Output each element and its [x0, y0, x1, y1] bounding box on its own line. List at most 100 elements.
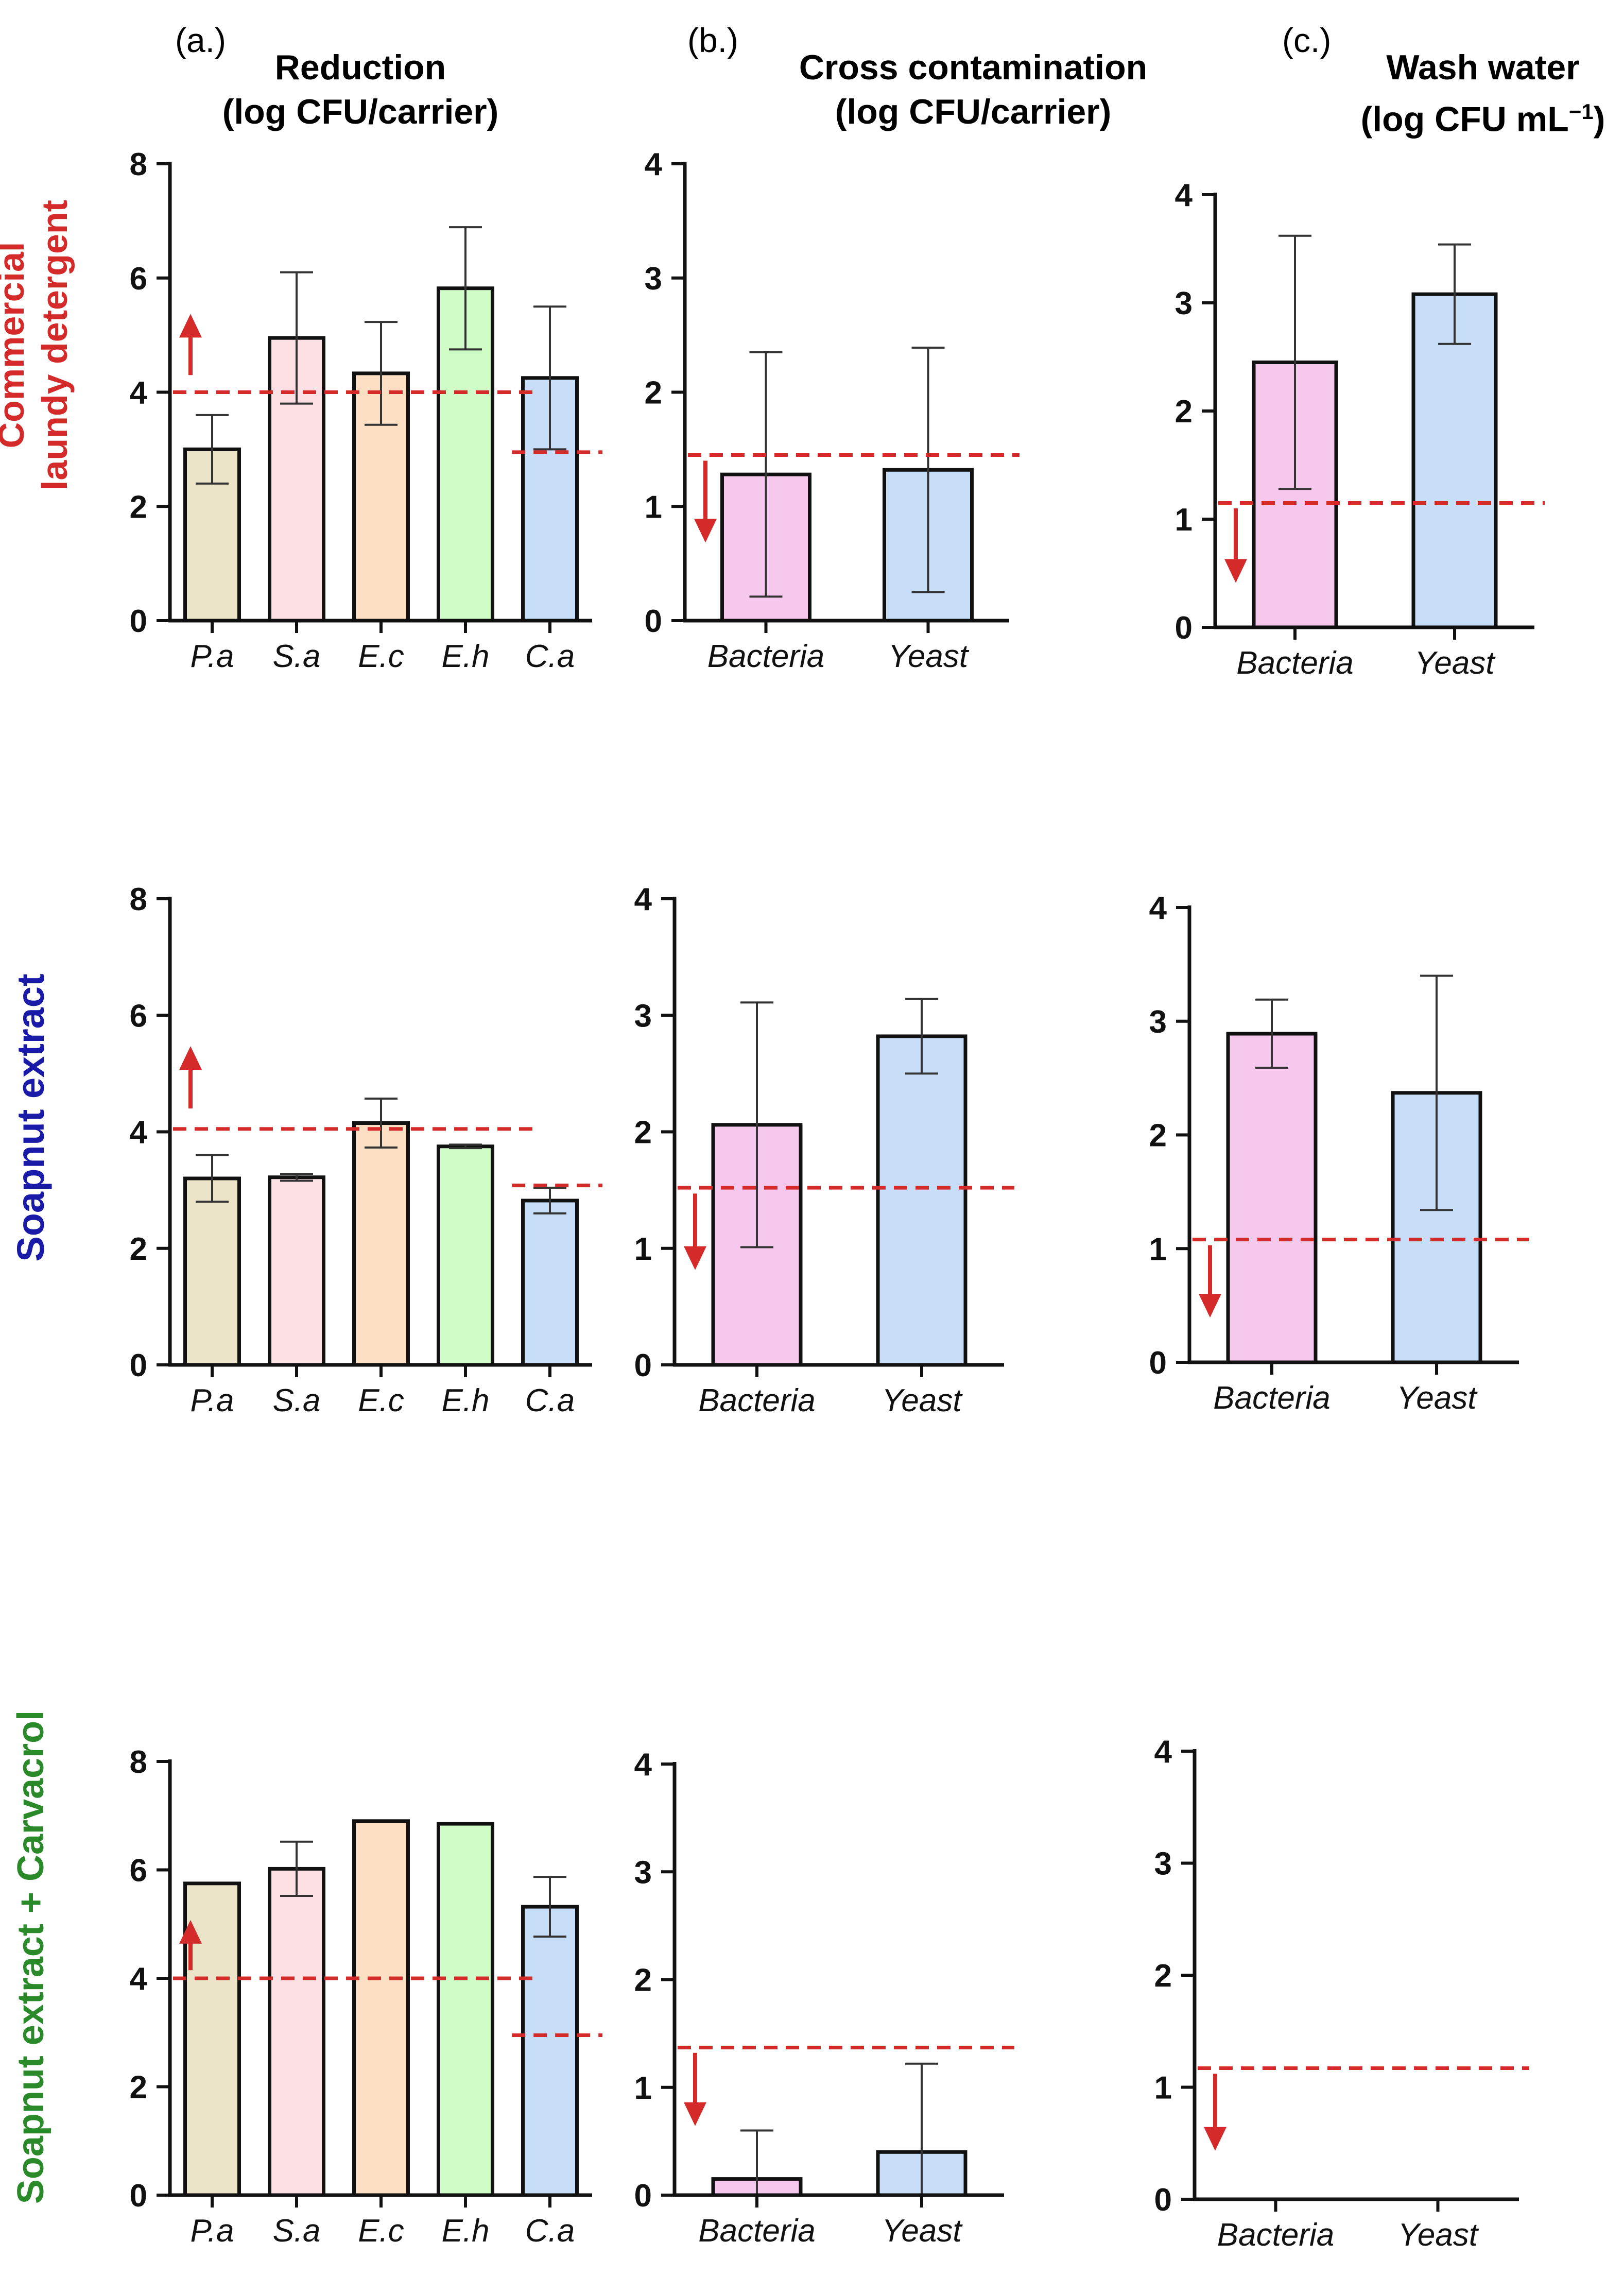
y-tick-label-r3b-0: 0 — [634, 2178, 652, 2214]
y-tick-label-r2c-4: 4 — [1149, 891, 1167, 926]
chart-r1c: Bacteria Yeast 0 1 2 3 4 — [1175, 178, 1545, 681]
x-tick-label-r2b-Yeast: Yeast — [882, 1383, 963, 1418]
y-tick-label-r1c-1: 1 — [1175, 502, 1193, 538]
panel-letter-a: (a.) — [175, 21, 226, 59]
column-title-c-close: ) — [1593, 99, 1605, 139]
x-tick-label-r1b-Bacteria: Bacteria — [707, 639, 824, 674]
column-title-b-line1: Cross contamination — [799, 48, 1148, 87]
y-tick-label-r3b-4: 4 — [634, 1747, 652, 1783]
chart-r3b: Bacteria Yeast 0 1 2 3 4 — [634, 1747, 1014, 2249]
y-tick-label-r1b-0: 0 — [645, 604, 662, 639]
arrow-down-icon-r1b — [694, 519, 717, 543]
column-title-a: Reduction (log CFU/carrier) — [206, 45, 515, 134]
chart-r2b: Bacteria Yeast 0 1 2 3 4 — [634, 882, 1014, 1418]
x-tick-label-r3a-Eh: E.h — [441, 2213, 489, 2249]
arrow-down-icon-r1c — [1224, 559, 1247, 583]
chart-r1a: P.a S.a E.c E.h C.a 0 2 4 6 8 — [130, 147, 602, 674]
column-title-a-line2: (log CFU/carrier) — [222, 92, 499, 131]
x-tick-label-r1a-Ec: E.c — [358, 639, 404, 674]
x-tick-label-r2a-Ca: C.a — [525, 1383, 575, 1418]
column-title-c: Wash water (log CFU mL−1) — [1339, 45, 1624, 142]
x-tick-label-r1a-Pa: P.a — [190, 639, 234, 674]
y-tick-label-r2b-0: 0 — [634, 1348, 652, 1383]
x-tick-label-r1c-Bacteria: Bacteria — [1236, 645, 1353, 681]
y-tick-label-r2b-3: 3 — [634, 998, 652, 1034]
y-tick-label-r1c-2: 2 — [1175, 394, 1193, 430]
x-tick-label-r3a-Pa: P.a — [190, 2213, 234, 2249]
column-title-b-line2: (log CFU/carrier) — [835, 92, 1112, 131]
y-tick-label-r2b-1: 1 — [634, 1231, 652, 1267]
y-tick-label-r2c-3: 3 — [1149, 1004, 1167, 1040]
x-tick-label-r1a-Eh: E.h — [441, 639, 489, 674]
x-tick-label-r1b-Yeast: Yeast — [888, 639, 970, 674]
x-tick-label-r1c-Yeast: Yeast — [1414, 645, 1496, 681]
x-tick-label-r2a-Eh: E.h — [441, 1383, 489, 1418]
y-tick-label-r2a-8: 8 — [130, 882, 147, 917]
y-tick-label-r3c-4: 4 — [1154, 1734, 1172, 1770]
y-tick-label-r3c-2: 2 — [1154, 1958, 1172, 1994]
bar-r3a-Eh — [437, 1822, 494, 2197]
y-tick-label-r1a-0: 0 — [130, 604, 147, 639]
y-tick-label-r1a-8: 8 — [130, 147, 147, 182]
column-title-b: Cross contamination (log CFU/carrier) — [767, 45, 1179, 134]
bar-r2a-Pa — [183, 1176, 241, 1367]
bar-r3a-Sa — [268, 1867, 325, 2197]
arrow-down-icon-r3c — [1204, 2127, 1226, 2151]
y-tick-label-r1a-6: 6 — [130, 261, 147, 297]
bar-r3a-Ec — [352, 1819, 410, 2197]
column-title-c-unit: (log CFU mL — [1360, 99, 1569, 139]
chart-r3a: P.a S.a E.c E.h C.a 0 2 4 6 8 — [130, 1744, 602, 2249]
arrow-down-icon-r2c — [1199, 1294, 1221, 1318]
arrow-down-icon-r2b — [684, 1246, 706, 1270]
column-title-c-line1: Wash water — [1386, 48, 1580, 87]
column-title-a-line1: Reduction — [274, 48, 446, 87]
y-tick-label-r1c-3: 3 — [1175, 286, 1193, 321]
x-tick-label-r3b-Yeast: Yeast — [882, 2213, 963, 2249]
x-tick-label-r3a-Sa: S.a — [272, 2213, 320, 2249]
y-tick-label-r2c-0: 0 — [1149, 1345, 1167, 1381]
y-tick-label-r3a-8: 8 — [130, 1744, 147, 1780]
y-tick-label-r2b-2: 2 — [634, 1115, 652, 1151]
y-tick-label-r3c-3: 3 — [1154, 1846, 1172, 1882]
panel-letter-b: (b.) — [687, 21, 738, 59]
column-title-c-exponent: −1 — [1568, 99, 1594, 124]
y-tick-label-r2a-4: 4 — [130, 1115, 148, 1151]
arrow-up-icon-r3a — [179, 1920, 202, 1944]
y-tick-label-r1b-3: 3 — [645, 261, 662, 297]
bar-r3a-Ca — [521, 1905, 579, 2197]
x-tick-label-r2a-Pa: P.a — [190, 1383, 234, 1418]
y-tick-label-r3a-0: 0 — [130, 2178, 147, 2214]
chart-r1b: Bacteria Yeast 0 1 2 3 4 — [645, 147, 1020, 674]
y-tick-label-r3c-1: 1 — [1154, 2070, 1172, 2106]
y-tick-label-r1b-2: 2 — [645, 375, 662, 411]
x-tick-label-r1a-Ca: C.a — [525, 639, 575, 674]
y-tick-label-r3b-2: 2 — [634, 1963, 652, 1998]
y-tick-label-r2a-0: 0 — [130, 1348, 147, 1383]
y-tick-label-r1b-4: 4 — [645, 147, 663, 182]
y-tick-label-r2c-1: 1 — [1149, 1231, 1167, 1267]
chart-r3c: Bacteria Yeast 0 1 2 3 4 — [1154, 1734, 1529, 2253]
y-tick-label-r3a-4: 4 — [130, 1961, 148, 1997]
chart-r2c: Bacteria Yeast 0 1 2 3 4 — [1149, 891, 1529, 1416]
x-tick-label-r2b-Bacteria: Bacteria — [698, 1383, 815, 1418]
x-tick-label-r3a-Ec: E.c — [358, 2213, 404, 2249]
y-tick-label-r3c-0: 0 — [1154, 2182, 1172, 2218]
x-tick-label-r3c-Yeast: Yeast — [1398, 2217, 1479, 2253]
y-tick-label-r3b-1: 1 — [634, 2070, 652, 2106]
y-tick-label-r2b-4: 4 — [634, 882, 652, 917]
y-tick-label-r3a-6: 6 — [130, 1853, 147, 1889]
x-tick-label-r1a-Sa: S.a — [272, 639, 320, 674]
arrow-down-icon-r3b — [684, 2102, 706, 2126]
y-tick-label-r2a-2: 2 — [130, 1231, 147, 1267]
x-tick-label-r2a-Ec: E.c — [358, 1383, 404, 1418]
y-tick-label-r3b-3: 3 — [634, 1855, 652, 1890]
bar-r2a-Ec — [352, 1121, 410, 1367]
x-tick-label-r2c-Yeast: Yeast — [1396, 1380, 1478, 1416]
x-tick-label-r2c-Bacteria: Bacteria — [1213, 1380, 1330, 1416]
bar-r2a-Ca — [521, 1199, 579, 1367]
bar-r2a-Eh — [437, 1144, 494, 1367]
panel-letter-c: (c.) — [1282, 21, 1332, 59]
y-tick-label-r2a-6: 6 — [130, 998, 147, 1034]
y-tick-label-r1a-2: 2 — [130, 489, 147, 525]
